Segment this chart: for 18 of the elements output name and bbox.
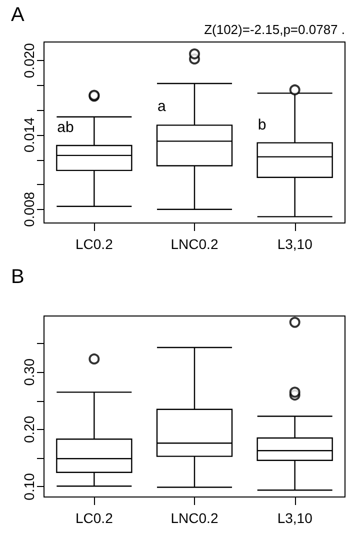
annotation: ab [57,118,74,136]
chart-title: B [11,266,24,288]
y-tick-label: 0.008 [21,192,37,227]
y-tick-label: 0.014 [21,117,37,153]
x-tick-label: LNC0.2 [170,510,218,526]
y-tick-label: 0.020 [21,42,37,78]
chart-title: A [11,4,25,26]
annotation: a [158,98,166,115]
text: Z(102)=-2.15,p=0.0787 . [204,22,346,37]
x-tick-label: LC0.2 [75,510,114,526]
y-tick-label: 0.20 [21,416,37,444]
x-tick-label: LNC0.2 [170,236,218,252]
annotation: b [258,116,266,134]
x-tick-label: L3,10 [277,510,313,526]
y-tick-label: 0.10 [21,472,37,500]
y-tick-label: 0.30 [21,358,37,386]
x-tick-label: LC0.2 [75,236,114,252]
x-tick-label: L3,10 [277,236,313,252]
